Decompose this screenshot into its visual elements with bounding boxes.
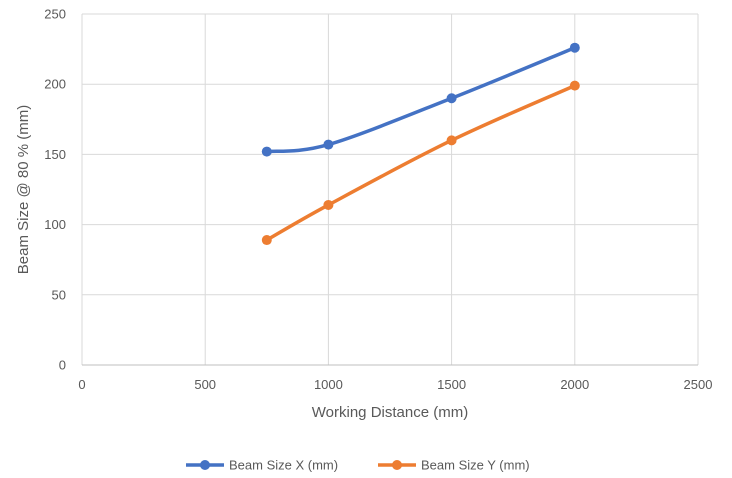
y-tick-label: 150 xyxy=(44,147,66,162)
series-line-1 xyxy=(265,45,577,154)
data-point-2 xyxy=(323,199,334,210)
x-tick-label: 0 xyxy=(78,377,85,392)
y-tick-label: 50 xyxy=(52,287,66,302)
data-point-1 xyxy=(446,93,457,104)
x-tick-label: 2000 xyxy=(560,377,589,392)
x-tick-label: 500 xyxy=(194,377,216,392)
axes: 0 500 1000 1500 2000 2500 0 50 100 150 200 250 xyxy=(44,7,712,393)
legend-label-2: Beam Size Y (mm) xyxy=(421,458,530,473)
y-tick-label: 200 xyxy=(44,77,66,92)
data-point-2 xyxy=(446,135,457,146)
y-axis-title: Beam Size @ 80 % (mm) xyxy=(15,105,32,274)
data-point-1 xyxy=(323,139,334,150)
x-tick-label: 1500 xyxy=(437,377,466,392)
gridlines xyxy=(82,13,699,365)
data-point-2 xyxy=(569,80,580,91)
y-tick-label: 0 xyxy=(59,358,66,373)
legend-label-1: Beam Size X (mm) xyxy=(229,458,338,473)
y-tick-label: 100 xyxy=(44,217,66,232)
series-group xyxy=(261,42,580,246)
y-tick-label: 250 xyxy=(44,7,66,22)
x-axis-title: Working Distance (mm) xyxy=(312,404,468,421)
legend-marker-2 xyxy=(392,460,402,470)
data-point-1 xyxy=(569,42,580,53)
legend-marker-1 xyxy=(200,460,210,470)
series-line-2 xyxy=(265,83,577,242)
x-tick-label: 1000 xyxy=(314,377,343,392)
data-point-2 xyxy=(261,235,272,246)
x-tick-label: 2500 xyxy=(684,377,713,392)
legend: Beam Size X (mm) Beam Size Y (mm) xyxy=(186,458,530,473)
data-point-1 xyxy=(261,146,272,157)
